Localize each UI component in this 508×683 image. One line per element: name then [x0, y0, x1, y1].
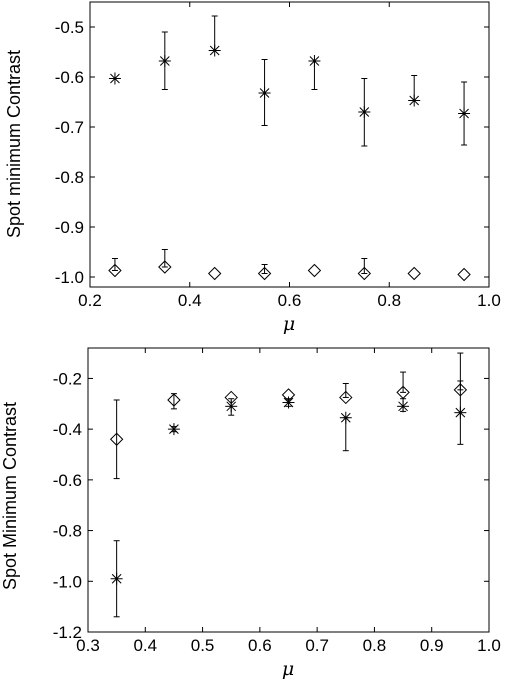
- top-y-tick-label: -0.8: [55, 168, 84, 187]
- top-y-tick-label: -0.6: [55, 68, 84, 87]
- star-stroke: [398, 401, 408, 412]
- top-x-tick-label: 1.0: [477, 291, 501, 310]
- top-diamond-point: [207, 266, 222, 281]
- bottom-x-tick-label: 0.8: [363, 636, 387, 655]
- top-axis-ticks: 0.2 0.4 0.6 0.8 1.0 -0.5 -0.6 -0.7 -0.8 -0.9 -1.0: [55, 2, 501, 310]
- bottom-axis-ticks: 0.3 0.4 0.5 0.6 0.7 0.8 0.9 1.0 -0.2 -0.4 -0.6 -0.8…: [53, 348, 501, 655]
- star-stroke: [283, 397, 294, 408]
- top-star-point: [108, 72, 121, 85]
- star-stroke: [340, 412, 351, 423]
- star-stroke: [259, 88, 270, 98]
- bottom-star-point: [282, 396, 295, 409]
- top-y-tick-label: -0.9: [55, 218, 84, 237]
- top-data-series: [108, 15, 471, 282]
- bottom-star-point: [339, 411, 352, 424]
- top-star-point: [258, 87, 271, 99]
- top-y-tick-label: -0.7: [55, 118, 84, 137]
- star-stroke: [459, 108, 469, 119]
- bottom-star-point: [167, 423, 180, 436]
- bottom-diamond-point: [109, 432, 124, 446]
- top-diamond-point: [407, 266, 421, 281]
- top-diamond-point: [257, 266, 272, 281]
- bottom-diamond-point: [339, 390, 353, 405]
- top-y-tick-label: -0.5: [55, 18, 84, 37]
- star-stroke: [110, 73, 120, 84]
- bottom-star-point: [454, 406, 467, 419]
- top-star-point: [408, 94, 421, 107]
- bottom-plot-frame: [87, 347, 490, 633]
- star-stroke: [409, 95, 420, 106]
- bottom-star-point: [397, 400, 410, 413]
- top-y-tick-label: -1.0: [55, 268, 84, 287]
- top-x-tick-label: 0.8: [377, 291, 401, 310]
- top-x-tick-label: 0.4: [178, 291, 202, 310]
- bottom-y-tick-label: -0.8: [53, 522, 82, 541]
- star-stroke: [209, 45, 220, 56]
- bottom-x-tick-label: 0.6: [248, 636, 272, 655]
- star-stroke: [226, 401, 237, 412]
- star-stroke: [309, 56, 320, 66]
- bottom-y-tick-label: -1.0: [53, 572, 82, 591]
- star-stroke: [169, 424, 179, 434]
- bottom-x-tick-label: 1.0: [477, 636, 501, 655]
- bottom-x-tick-label: 0.9: [420, 636, 444, 655]
- star-stroke: [111, 573, 122, 584]
- bottom-y-tick-label: -1.2: [53, 623, 82, 642]
- bottom-x-tick-label: 0.3: [76, 636, 100, 655]
- top-star-point: [458, 107, 471, 120]
- bottom-x-tick-label: 0.4: [133, 636, 157, 655]
- top-diamond-point: [457, 267, 471, 282]
- bottom-y-tick-label: -0.4: [53, 420, 82, 439]
- bottom-panel: 0.3 0.4 0.5 0.6 0.7 0.8 0.9 1.0 -0.2 -0.4 -0.6 -0.8…: [0, 347, 501, 680]
- top-x-tick-label: 0.2: [78, 291, 102, 310]
- top-star-point: [308, 55, 321, 67]
- top-x-tick-label: 0.6: [278, 291, 302, 310]
- star-stroke: [159, 56, 170, 66]
- top-star-point: [208, 44, 221, 57]
- bottom-x-tick-label: 0.5: [191, 636, 215, 655]
- bottom-star-point: [225, 400, 238, 413]
- star-stroke: [359, 107, 370, 117]
- top-plot-frame: [89, 1, 490, 288]
- bottom-x-tick-label: 0.7: [305, 636, 329, 655]
- top-y-axis-label: Spot minimum Contrast: [4, 50, 24, 238]
- top-diamond-point: [307, 263, 322, 278]
- top-diamond-point: [108, 263, 122, 278]
- bottom-x-axis-label: μ: [282, 658, 294, 680]
- bottom-y-tick-label: -0.6: [53, 471, 82, 490]
- top-x-axis-label: μ: [283, 313, 295, 335]
- bottom-star-point: [110, 572, 123, 585]
- bottom-diamond-point: [167, 393, 181, 407]
- bottom-y-tick-label: -0.2: [53, 369, 82, 388]
- top-diamond-point: [357, 266, 372, 281]
- bottom-y-axis-label: Spot Minimum Contrast: [0, 402, 20, 590]
- bottom-data-series: [109, 352, 468, 618]
- top-diamond-point: [158, 260, 172, 274]
- top-star-point: [158, 55, 171, 67]
- top-panel: 0.2 0.4 0.6 0.8 1.0-0.5-0.6-0.7-0.8-0.9-1.0 …: [4, 1, 501, 335]
- top-star-point: [358, 106, 371, 118]
- star-stroke: [455, 407, 466, 418]
